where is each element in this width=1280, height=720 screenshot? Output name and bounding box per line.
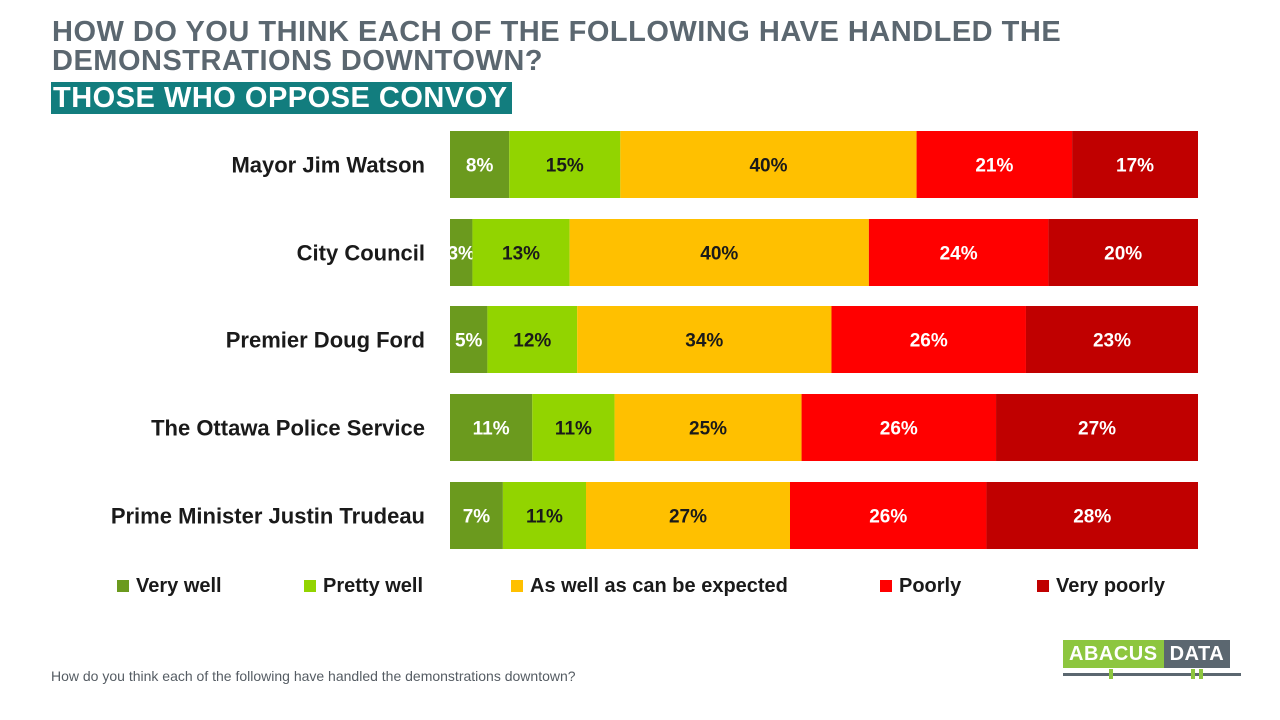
abacus-data-logo: ABACUS DATA — [1063, 640, 1241, 682]
bar-segment — [1072, 131, 1198, 198]
data-label: 40% — [749, 156, 787, 177]
bar-segment — [532, 394, 615, 461]
data-label: 8% — [466, 156, 494, 177]
data-label: 7% — [463, 507, 491, 528]
data-label: 27% — [1078, 419, 1116, 440]
bar-segment — [801, 394, 997, 461]
bar-segment — [614, 394, 802, 461]
bar-segment — [509, 131, 621, 198]
bar-segment — [450, 394, 533, 461]
bar-segment — [586, 482, 790, 549]
data-label: 26% — [880, 419, 918, 440]
legend-label: Poorly — [899, 575, 962, 597]
data-label: 28% — [1073, 507, 1111, 528]
footnote: How do you think each of the following h… — [51, 668, 576, 684]
data-label: 20% — [1104, 244, 1142, 265]
legend-swatch — [880, 580, 892, 592]
data-label: 24% — [940, 244, 978, 265]
category-label: Prime Minister Justin Trudeau — [111, 504, 425, 529]
data-label: 11% — [473, 419, 510, 440]
bar-segment — [450, 131, 510, 198]
legend-label: As well as can be expected — [530, 575, 788, 597]
bar-segment — [487, 306, 578, 373]
data-label: 27% — [669, 507, 707, 528]
legend-label: Very well — [136, 575, 222, 597]
chart-subtitle: THOSE WHO OPPOSE CONVOY — [51, 82, 512, 114]
data-label: 12% — [513, 331, 551, 352]
data-label: 11% — [526, 507, 563, 528]
logo-rule — [1063, 668, 1241, 682]
legend-swatch — [117, 580, 129, 592]
bar-segment — [472, 219, 570, 286]
bar-segment — [1048, 219, 1198, 286]
data-label: 17% — [1116, 156, 1154, 177]
bar-segment — [996, 394, 1198, 461]
data-label: 21% — [975, 156, 1013, 177]
logo-abacus-text: ABACUS — [1063, 640, 1164, 668]
bar-segment — [577, 306, 832, 373]
bar-segment — [868, 219, 1049, 286]
data-label: 3% — [447, 244, 475, 265]
bar-segment — [790, 482, 987, 549]
category-label: The Ottawa Police Service — [151, 416, 425, 441]
chart-title: HOW DO YOU THINK EACH OF THE FOLLOWING H… — [52, 16, 1062, 77]
bar-segment — [986, 482, 1198, 549]
category-label: City Council — [297, 241, 425, 266]
legend-label: Pretty well — [323, 575, 423, 597]
bar-segment — [450, 306, 488, 373]
data-label: 26% — [910, 331, 948, 352]
logo-data-text: DATA — [1163, 640, 1231, 668]
data-label: 23% — [1093, 331, 1131, 352]
legend-swatch — [304, 580, 316, 592]
data-label: 11% — [555, 419, 592, 440]
data-label: 40% — [700, 244, 738, 265]
legend-swatch — [1037, 580, 1049, 592]
bar-segment — [450, 219, 473, 286]
category-label: Premier Doug Ford — [226, 328, 425, 353]
legend-label: Very poorly — [1056, 575, 1166, 597]
bar-segment — [569, 219, 869, 286]
data-label: 13% — [502, 244, 540, 265]
data-label: 25% — [689, 419, 727, 440]
bar-segment — [620, 131, 917, 198]
bar-segment — [831, 306, 1026, 373]
data-label: 26% — [869, 507, 907, 528]
category-label: Mayor Jim Watson — [231, 153, 425, 178]
data-label: 34% — [685, 331, 723, 352]
legend-swatch — [511, 580, 523, 592]
data-label: 15% — [546, 156, 584, 177]
bar-segment — [916, 131, 1073, 198]
bar-segment — [502, 482, 586, 549]
data-label: 5% — [455, 331, 483, 352]
bar-segment — [450, 482, 503, 549]
bar-segment — [1025, 306, 1198, 373]
